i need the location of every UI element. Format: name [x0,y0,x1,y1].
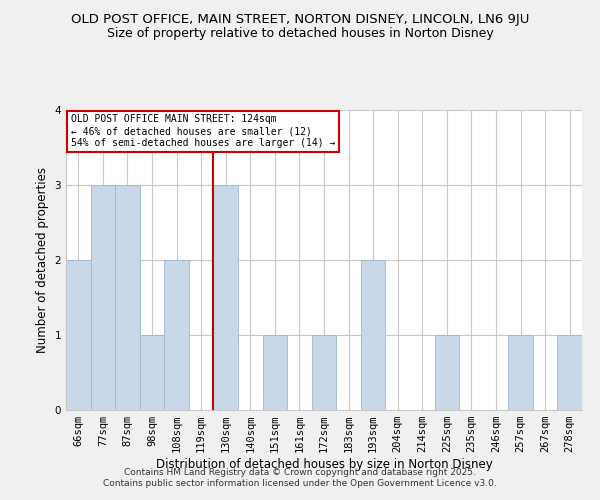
Text: Size of property relative to detached houses in Norton Disney: Size of property relative to detached ho… [107,28,493,40]
Bar [557,335,582,410]
Bar [361,260,385,410]
Bar [508,335,533,410]
Y-axis label: Number of detached properties: Number of detached properties [36,167,49,353]
Bar [66,260,91,410]
Bar [214,185,238,410]
Bar [164,260,189,410]
Bar [263,335,287,410]
Text: OLD POST OFFICE, MAIN STREET, NORTON DISNEY, LINCOLN, LN6 9JU: OLD POST OFFICE, MAIN STREET, NORTON DIS… [71,12,529,26]
Text: Contains HM Land Registry data © Crown copyright and database right 2025.
Contai: Contains HM Land Registry data © Crown c… [103,468,497,487]
Bar [434,335,459,410]
Bar [91,185,115,410]
X-axis label: Distribution of detached houses by size in Norton Disney: Distribution of detached houses by size … [155,458,493,471]
Bar [115,185,140,410]
Bar [312,335,336,410]
Text: OLD POST OFFICE MAIN STREET: 124sqm
← 46% of detached houses are smaller (12)
54: OLD POST OFFICE MAIN STREET: 124sqm ← 46… [71,114,335,148]
Bar [140,335,164,410]
